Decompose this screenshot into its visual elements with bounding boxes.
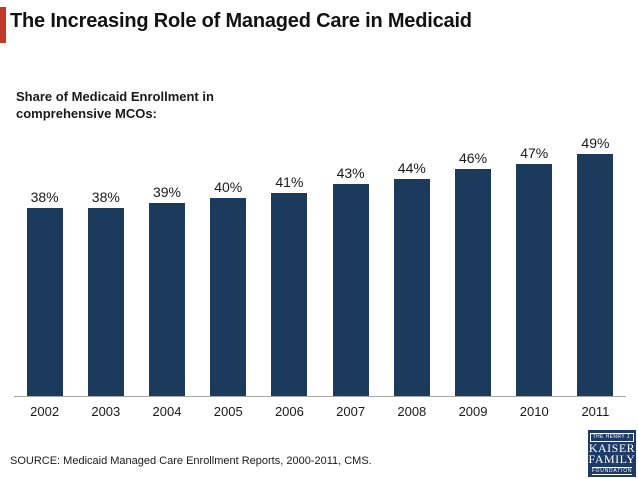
bar-2006 [271, 193, 308, 396]
bar-column-2002: 38% [14, 189, 75, 396]
bar-value-label: 49% [581, 135, 610, 151]
chart-subtitle-line2: comprehensive MCOs: [16, 106, 157, 121]
bar-value-label: 41% [275, 174, 304, 190]
source-note: SOURCE: Medicaid Managed Care Enrollment… [10, 455, 372, 467]
bar-column-2009: 46% [442, 150, 503, 396]
x-axis-label: 2011 [581, 404, 610, 419]
bar-column-2011: 49% [565, 135, 626, 396]
logo-line-henry: THE HENRY J. [589, 433, 635, 442]
x-axis-label: 2004 [152, 404, 182, 419]
bar-value-label: 43% [336, 165, 365, 181]
bar-2004 [149, 203, 185, 396]
bar-column-2003: 38% [75, 189, 136, 396]
logo-line-kaiser: KAISER [588, 441, 636, 455]
bar-value-label: 44% [397, 160, 426, 176]
bar-column-2004: 39% [136, 184, 197, 396]
bar-2009 [455, 169, 492, 396]
bar-2003 [87, 208, 124, 396]
bar-column-2007: 43% [320, 165, 381, 396]
x-axis-label: 2009 [458, 404, 488, 419]
bar-2005 [210, 198, 247, 396]
x-axis-label: 2010 [519, 404, 549, 419]
logo-line-foundation: FOUNDATION [591, 467, 633, 475]
bar-2011 [577, 154, 614, 396]
chart-subtitle: Share of Medicaid Enrollment in comprehe… [16, 88, 276, 122]
chart-subtitle-line1: Share of Medicaid Enrollment in [16, 89, 214, 104]
bar-value-label: 39% [152, 184, 182, 200]
slide-title: The Increasing Role of Managed Care in M… [10, 10, 472, 32]
x-axis-label: 2002 [30, 404, 60, 419]
bar-2002 [26, 208, 63, 396]
x-axis-label: 2007 [336, 404, 366, 419]
bar-column-2010: 47% [504, 145, 565, 396]
bar-2008 [393, 179, 430, 396]
bar-value-label: 46% [459, 150, 488, 166]
kaiser-family-foundation-logo: THE HENRY J. KAISER FAMILY FOUNDATION [588, 430, 636, 477]
logo-line-family: FAMILY [588, 452, 636, 466]
x-axis-label: 2003 [91, 404, 121, 419]
bar-2010 [516, 164, 553, 396]
title-accent-bar [0, 7, 6, 43]
bar-value-label: 40% [214, 179, 243, 195]
x-axis-label: 2005 [213, 404, 243, 419]
bar-2007 [332, 184, 369, 396]
bar-column-2005: 40% [198, 179, 259, 396]
x-axis-labels-row: 2002 2003 2004 2005 2006 2007 2008 2009 2010 2011 [14, 404, 626, 419]
x-axis-label: 2008 [397, 404, 427, 419]
x-axis-line [14, 396, 626, 397]
bar-column-2006: 41% [259, 174, 320, 396]
x-axis-label: 2006 [274, 404, 304, 419]
bar-value-label: 38% [30, 189, 59, 205]
bar-column-2008: 44% [381, 160, 442, 396]
bar-value-label: 47% [520, 145, 549, 161]
bar-chart-plot-area: 38% 38% 39% 40% 41% 43% 44% 46% 47% 49% [14, 116, 626, 396]
bar-value-label: 38% [91, 189, 120, 205]
